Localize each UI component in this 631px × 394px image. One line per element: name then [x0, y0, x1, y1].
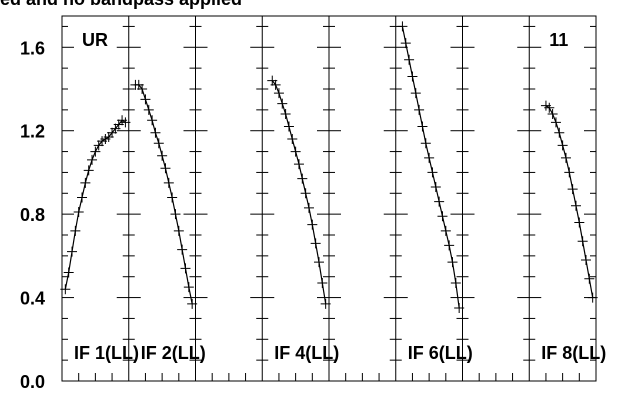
data-point	[187, 298, 198, 309]
data-point	[397, 21, 408, 32]
data-point	[557, 140, 568, 151]
data-point	[120, 117, 131, 128]
data-point	[80, 177, 91, 188]
data-point	[160, 163, 171, 174]
data-point	[140, 94, 151, 105]
data-point	[290, 146, 301, 157]
panel-label: IF 2(LL)	[141, 343, 206, 363]
data-point	[544, 102, 555, 113]
data-point	[293, 159, 304, 170]
data-point	[137, 84, 148, 94]
data-point	[70, 225, 81, 236]
data-point	[414, 104, 425, 115]
data-point	[580, 255, 591, 266]
data-point	[550, 117, 561, 128]
y-tick-label: 0.4	[20, 289, 45, 309]
data-point	[63, 267, 74, 278]
panel-label: IF 6(LL)	[408, 343, 473, 363]
data-point	[320, 298, 331, 309]
data-point	[584, 273, 595, 284]
data-point	[147, 115, 158, 126]
data-point	[173, 225, 184, 236]
series-line	[135, 84, 193, 304]
y-tick-label: 1.2	[20, 122, 45, 142]
data-point	[73, 207, 84, 218]
data-point	[407, 71, 418, 82]
series-line	[401, 26, 460, 309]
data-point	[60, 284, 71, 295]
data-point	[444, 240, 455, 251]
data-point	[143, 104, 154, 115]
data-point	[427, 167, 438, 178]
data-point	[554, 127, 565, 138]
data-point	[440, 225, 451, 236]
data-point	[287, 134, 298, 145]
data-point	[417, 121, 428, 132]
data-point	[307, 219, 318, 230]
data-point	[310, 238, 321, 249]
data-point	[87, 154, 98, 165]
data-point	[183, 282, 194, 293]
data-point	[587, 292, 598, 303]
data-point	[303, 202, 314, 213]
data-point	[273, 88, 284, 99]
data-point	[560, 152, 571, 163]
data-point	[404, 54, 415, 65]
data-point	[313, 257, 324, 268]
data-point	[450, 277, 461, 288]
data-point	[150, 127, 161, 138]
data-point	[177, 244, 188, 255]
data-point	[317, 277, 328, 288]
data-point	[280, 109, 291, 120]
data-point	[564, 167, 575, 178]
data-point	[547, 109, 558, 120]
data-point	[577, 236, 588, 247]
data-point	[430, 182, 441, 193]
panel-label: IF 4(LL)	[274, 343, 339, 363]
chart-title: ed and no bandpass applied	[0, 0, 242, 10]
y-tick-label: 0.8	[20, 205, 45, 225]
data-point	[574, 217, 585, 228]
data-point	[567, 184, 578, 195]
data-point	[420, 138, 431, 149]
data-point	[83, 165, 94, 176]
data-point	[300, 188, 311, 199]
data-point	[270, 79, 281, 90]
data-point	[297, 173, 308, 184]
data-point	[434, 196, 445, 207]
series-line	[545, 105, 594, 298]
panel-top-label: 11	[549, 30, 568, 50]
y-tick-label: 0.0	[20, 372, 45, 392]
data-point	[67, 246, 78, 257]
data-point	[77, 192, 88, 203]
data-point	[163, 177, 174, 188]
data-point	[180, 263, 191, 274]
data-point	[170, 209, 181, 220]
data-point	[454, 303, 465, 313]
series-line	[271, 80, 327, 304]
data-point	[424, 152, 435, 163]
data-point	[410, 88, 421, 99]
data-point	[570, 200, 581, 211]
panel-label: IF 8(LL)	[541, 343, 606, 363]
data-point	[447, 257, 458, 268]
data-point	[400, 38, 411, 49]
data-point	[90, 146, 101, 157]
data-point	[157, 150, 168, 161]
data-point	[153, 138, 164, 149]
panel-label: IF 1(LL)	[74, 343, 139, 363]
y-tick-label: 1.6	[20, 38, 45, 58]
data-point	[283, 121, 294, 132]
data-point	[277, 98, 288, 109]
data-point	[167, 192, 178, 203]
panel-top-label: UR	[82, 30, 108, 50]
data-point	[437, 211, 448, 222]
